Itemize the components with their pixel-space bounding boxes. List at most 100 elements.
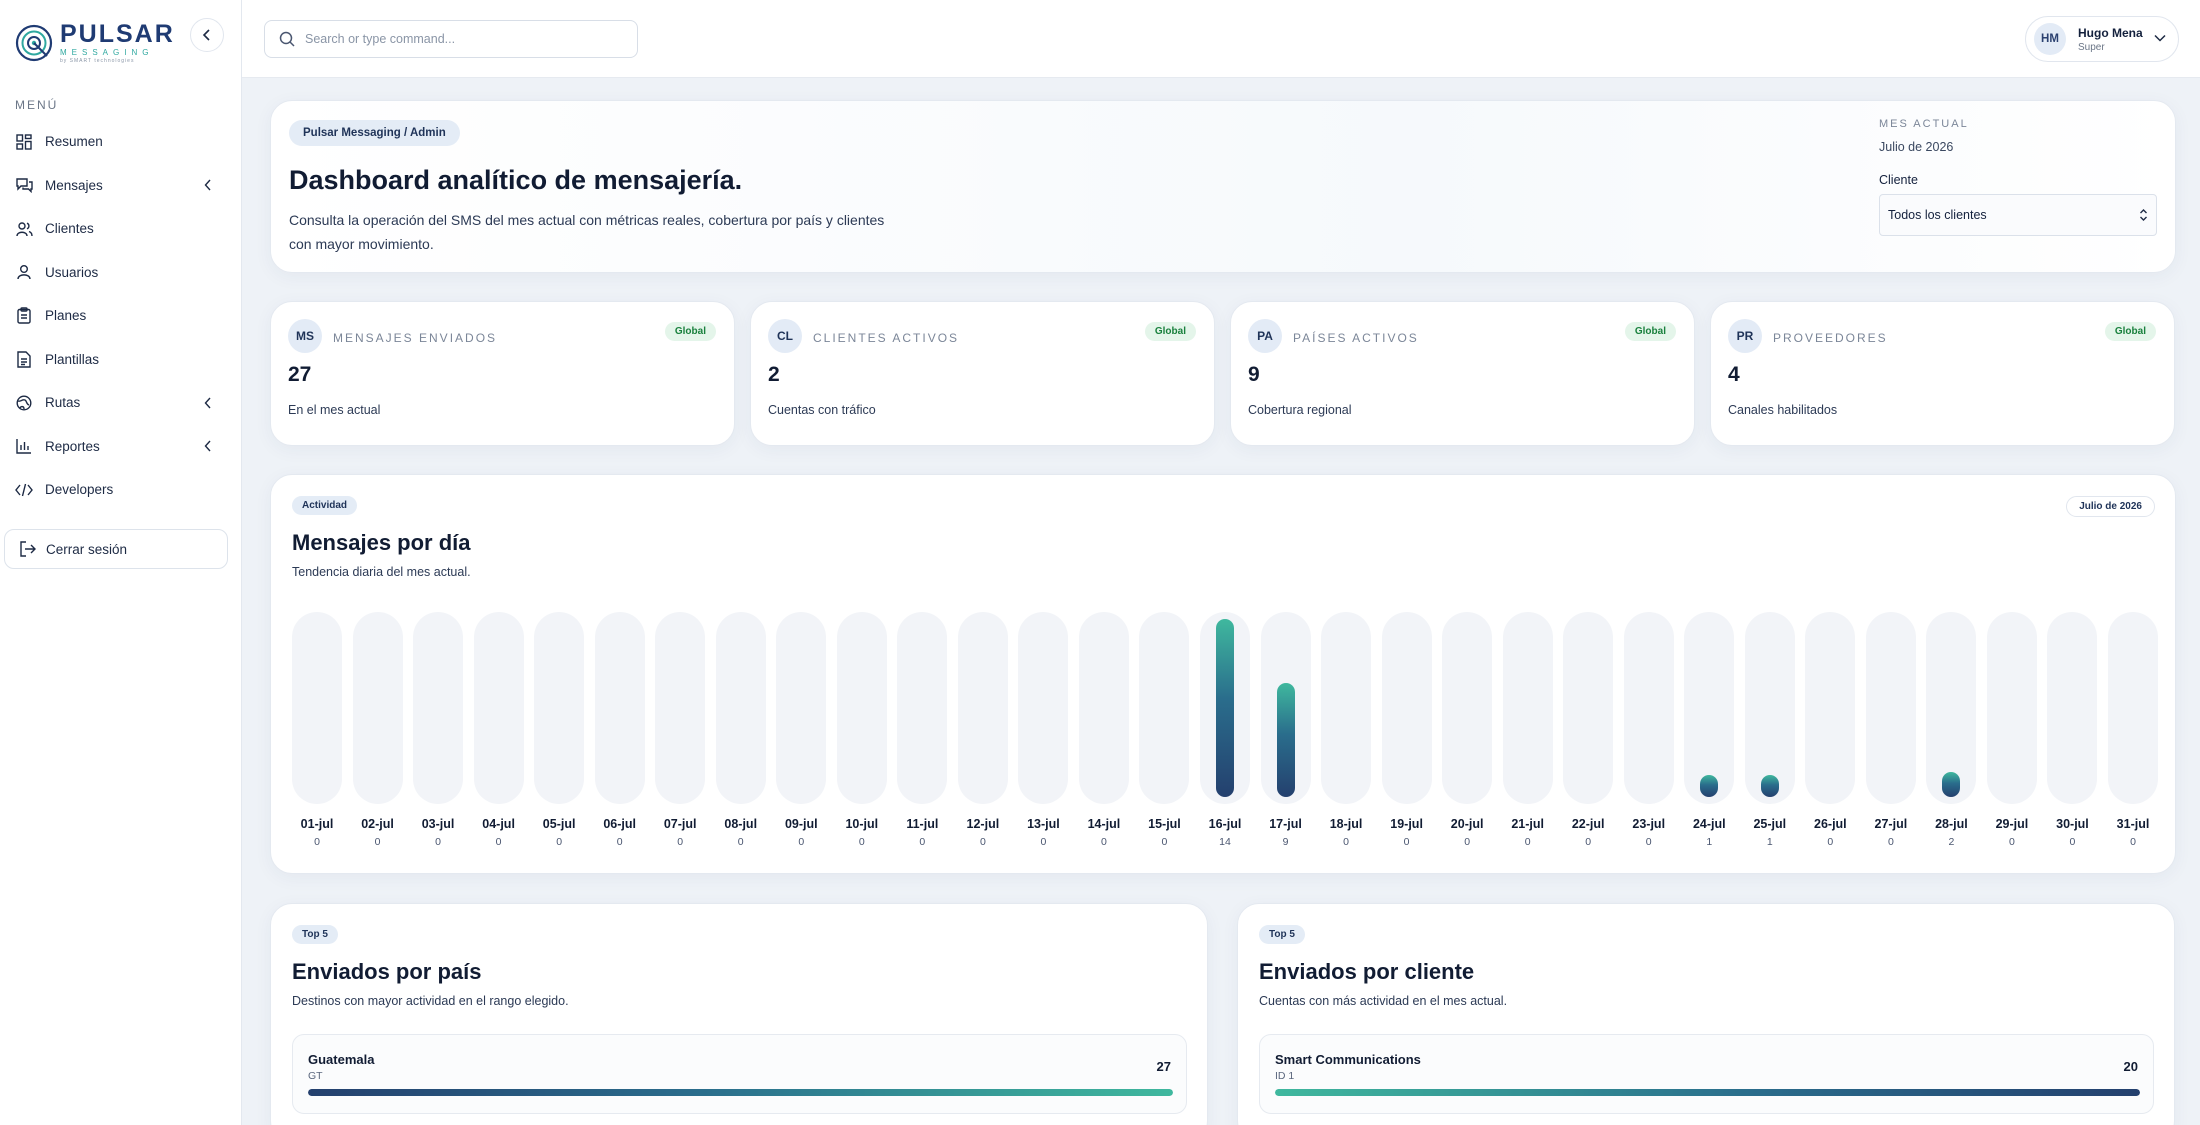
sidebar-item-plantillas[interactable]: Plantillas — [0, 338, 242, 382]
data-label: 9 — [1282, 836, 1289, 848]
user-menu[interactable]: HM Hugo Mena Super — [2025, 16, 2179, 62]
bar-column-22-jul[interactable]: 22-jul 0 — [1563, 612, 1614, 862]
data-label: 0 — [1524, 836, 1531, 848]
kpi-card-messages: MS MENSAJES ENVIADOS Global 27 En el mes… — [270, 301, 735, 446]
sidebar-item-rutas[interactable]: Rutas — [0, 381, 242, 425]
bar-column-15-jul[interactable]: 15-jul 0 — [1139, 612, 1190, 862]
logout-label: Cerrar sesión — [46, 541, 128, 557]
progress-bar — [308, 1089, 1173, 1096]
chat-icon — [15, 176, 33, 194]
pulsar-logo-icon — [15, 24, 53, 62]
hero-card: Pulsar Messaging / Admin Dashboard analí… — [270, 100, 2176, 273]
bar-column-23-jul[interactable]: 23-jul 0 — [1623, 612, 1674, 862]
client-select[interactable]: Todos los clientes — [1879, 194, 2157, 236]
data-label: 0 — [1827, 836, 1834, 848]
bar-column-12-jul[interactable]: 12-jul 0 — [957, 612, 1008, 862]
x-tick-label: 24-jul — [1692, 817, 1726, 831]
x-tick-label: 18-jul — [1329, 817, 1363, 831]
section-title: Enviados por país — [292, 959, 482, 984]
search-box[interactable] — [264, 20, 638, 58]
bar-column-16-jul[interactable]: 16-jul 14 — [1200, 612, 1250, 862]
sidebar-item-reportes[interactable]: Reportes — [0, 425, 242, 469]
bar-column-08-jul[interactable]: 08-jul 0 — [715, 612, 766, 862]
bar-column-28-jul[interactable]: 28-jul 2 — [1926, 612, 1977, 862]
bar-column-20-jul[interactable]: 20-jul 0 — [1442, 612, 1493, 862]
logout-button[interactable]: Cerrar sesión — [4, 529, 228, 569]
progress-fill — [1275, 1089, 2140, 1096]
search-input[interactable] — [305, 32, 605, 46]
data-label: 0 — [798, 836, 805, 848]
x-tick-label: 12-jul — [966, 817, 1000, 831]
bar-column-29-jul[interactable]: 29-jul 0 — [1986, 612, 2037, 862]
messages-per-day-card: Actividad Julio de 2026 Mensajes por día… — [270, 474, 2176, 874]
collapse-sidebar-button[interactable] — [190, 18, 224, 52]
bar-column-05-jul[interactable]: 05-jul 0 — [534, 612, 585, 862]
section-subtitle: Destinos con mayor actividad en el rango… — [292, 994, 569, 1008]
clipboard-icon — [15, 307, 33, 325]
list-item[interactable]: Guatemala GT 27 — [292, 1034, 1187, 1114]
bar-column-24-jul[interactable]: 24-jul 1 — [1684, 612, 1735, 862]
client-filter-label: Cliente — [1879, 173, 1918, 187]
x-tick-label: 14-jul — [1087, 817, 1121, 831]
bar-column-04-jul[interactable]: 04-jul 0 — [473, 612, 524, 862]
data-label: 0 — [1645, 836, 1652, 848]
client-id: ID 1 — [1275, 1070, 1295, 1082]
bar-column-21-jul[interactable]: 21-jul 0 — [1502, 612, 1553, 862]
bar-track — [1260, 612, 1311, 804]
bar-column-18-jul[interactable]: 18-jul 0 — [1321, 612, 1372, 862]
x-tick-label: 15-jul — [1148, 817, 1181, 831]
bar-column-07-jul[interactable]: 07-jul 0 — [655, 612, 706, 862]
status-badge: Global — [1624, 322, 1676, 341]
bar-track — [1865, 612, 1916, 804]
bar-column-19-jul[interactable]: 19-jul 0 — [1381, 612, 1432, 862]
kpi-avatar: MS — [288, 319, 322, 353]
bar-track — [1563, 612, 1614, 804]
bar-track — [836, 612, 887, 804]
bar-column-13-jul[interactable]: 13-jul 0 — [1018, 612, 1069, 862]
sidebar-item-mensajes[interactable]: Mensajes — [0, 164, 242, 208]
bar-column-17-jul[interactable]: 17-jul 9 — [1260, 612, 1311, 862]
sidebar-item-resumen[interactable]: Resumen — [0, 120, 242, 164]
sidebar-item-developers[interactable]: Developers — [0, 468, 242, 512]
x-tick-label: 25-jul — [1753, 817, 1787, 831]
bar-column-10-jul[interactable]: 10-jul 0 — [836, 612, 887, 862]
bar-column-06-jul[interactable]: 06-jul 0 — [594, 612, 645, 862]
kpi-description: En el mes actual — [288, 403, 381, 417]
bar-column-03-jul[interactable]: 03-jul 0 — [413, 612, 464, 862]
x-tick-label: 17-jul — [1269, 817, 1302, 831]
bar-column-25-jul[interactable]: 25-jul 1 — [1744, 612, 1795, 862]
bar-column-31-jul[interactable]: 31-jul 0 — [2108, 612, 2158, 862]
bar-track — [1623, 612, 1674, 804]
bar-column-01-jul[interactable]: 01-jul 0 — [292, 612, 342, 862]
country-name: Guatemala — [308, 1052, 375, 1067]
bar-column-11-jul[interactable]: 11-jul 0 — [897, 612, 948, 862]
data-label: 0 — [858, 836, 865, 848]
current-month-value: Julio de 2026 — [1879, 140, 1954, 154]
brand-logo[interactable]: PULSAR MESSAGING by SMART technologies — [14, 22, 175, 64]
sent-by-country-card: Top 5 Enviados por país Destinos con may… — [270, 903, 1208, 1125]
bar-track — [1986, 612, 2037, 804]
bar-column-02-jul[interactable]: 02-jul 0 — [352, 612, 403, 862]
bar-column-27-jul[interactable]: 27-jul 0 — [1865, 612, 1916, 862]
data-label: 0 — [374, 836, 381, 848]
bar-column-26-jul[interactable]: 26-jul 0 — [1805, 612, 1856, 862]
client-name: Smart Communications — [1275, 1052, 1421, 1067]
x-tick-label: 31-jul — [2116, 817, 2150, 831]
data-label: 0 — [556, 836, 563, 848]
data-label: 0 — [2009, 836, 2015, 848]
list-item[interactable]: Smart Communications ID 1 20 — [1259, 1034, 2154, 1114]
bar-track — [1502, 612, 1553, 804]
sidebar-item-planes[interactable]: Planes — [0, 294, 242, 338]
sidebar-nav: Resumen Mensajes Clientes Usuarios Plane… — [0, 120, 242, 512]
sidebar-item-clientes[interactable]: Clientes — [0, 207, 242, 251]
kpi-avatar: PR — [1728, 319, 1762, 353]
page-title: Dashboard analítico de mensajería. — [289, 165, 743, 195]
x-tick-label: 10-jul — [845, 817, 879, 831]
sidebar-item-usuarios[interactable]: Usuarios — [0, 251, 242, 295]
x-tick-label: 20-jul — [1450, 817, 1484, 831]
bar-column-14-jul[interactable]: 14-jul 0 — [1078, 612, 1129, 862]
bar-column-30-jul[interactable]: 30-jul 0 — [2047, 612, 2098, 862]
bar-column-09-jul[interactable]: 09-jul 0 — [776, 612, 827, 862]
kpi-card-providers: PR PROVEEDORES Global 4 Canales habilita… — [1710, 301, 2175, 446]
bar-track — [594, 612, 645, 804]
